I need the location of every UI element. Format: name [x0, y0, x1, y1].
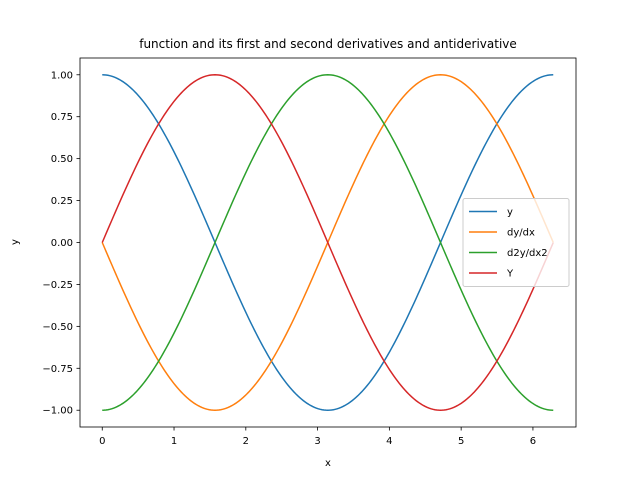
x-tick-label: 1	[171, 436, 177, 447]
y-axis-label: y	[10, 239, 21, 245]
y-axis: 1.00 0.75 0.50 0.25 0.00 −0.25 −0.50 −0.75 −1.00	[42, 70, 80, 417]
series-line-0	[102, 74, 554, 411]
y-tick-label: −1.00	[42, 406, 73, 417]
x-tick-label: 5	[458, 436, 464, 447]
y-tick-label: −0.50	[42, 322, 73, 333]
x-tick-label: 6	[530, 436, 536, 447]
legend-label-0: y	[507, 207, 513, 218]
legend: y dy/dx d2y/dx2 Y	[462, 198, 570, 287]
y-tick-label: 0.00	[51, 238, 73, 249]
x-tick-label: 4	[386, 436, 392, 447]
x-axis-label: x	[325, 458, 331, 469]
x-tick-label: 3	[314, 436, 320, 447]
legend-label-2: d2y/dx2	[507, 248, 548, 259]
y-tick-label: 0.50	[51, 154, 73, 165]
chart-title: function and its first and second deriva…	[139, 37, 517, 51]
y-tick-label: 1.00	[51, 70, 73, 81]
x-tick-label: 2	[243, 436, 249, 447]
series-line-2	[102, 74, 554, 411]
legend-label-1: dy/dx	[507, 228, 535, 239]
y-tick-label: 0.25	[51, 196, 73, 207]
legend-label-3: Y	[506, 269, 514, 280]
legend-box	[462, 198, 570, 287]
y-tick-label: −0.25	[42, 280, 73, 291]
x-axis: 0 1 2 3 4 5 6	[99, 427, 536, 447]
x-tick-label: 0	[99, 436, 105, 447]
y-tick-label: −0.75	[42, 364, 73, 375]
plot-lines	[101, 74, 554, 411]
y-tick-label: 0.75	[51, 112, 73, 123]
series-line-3	[101, 74, 554, 411]
